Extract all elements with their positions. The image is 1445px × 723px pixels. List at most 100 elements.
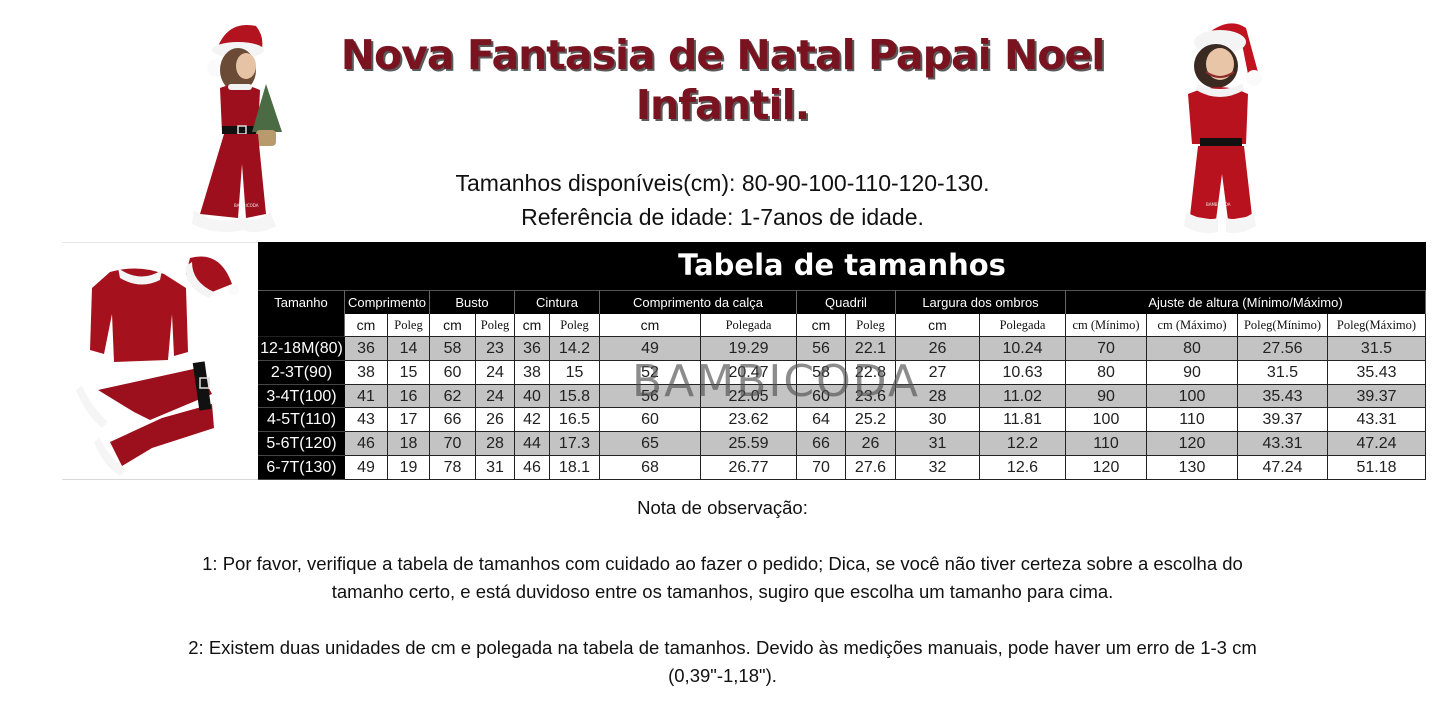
unit-header: cm [515, 314, 550, 337]
table-cell: 64 [797, 408, 846, 433]
table-cell: 12.2 [980, 432, 1066, 456]
table-cell: 22.1 [846, 337, 896, 361]
table-cell: 11.02 [980, 384, 1066, 409]
size-table-title: Tabela de tamanhos [258, 242, 1426, 290]
size-label: 6-7T(130) [258, 456, 345, 480]
unit-header: Poleg(Mínimo) [1238, 314, 1328, 337]
table-cell: 26 [846, 432, 896, 456]
table-cell: 30 [896, 408, 980, 433]
table-cell: 70 [797, 456, 846, 480]
table-cell: 10.63 [980, 360, 1066, 385]
table-cell: 27 [896, 360, 980, 385]
table-cell: 31 [476, 456, 515, 480]
table-cell: 31.5 [1238, 360, 1328, 385]
divider [62, 242, 258, 243]
table-cell: 27.6 [846, 456, 896, 480]
table-cell: 27.56 [1238, 337, 1328, 361]
unit-header: cm [797, 314, 846, 337]
table-cell: 26.77 [701, 456, 797, 480]
table-cell: 44 [515, 432, 550, 456]
title-line-2: Infantil. [635, 81, 810, 129]
table-cell: 23.6 [846, 384, 896, 409]
table-cell: 80 [1066, 360, 1147, 385]
table-cell: 66 [430, 408, 476, 433]
unit-header: cm (Mínimo) [1066, 314, 1147, 337]
table-cell: 60 [600, 408, 701, 433]
table-cell: 18.1 [550, 456, 600, 480]
table-cell: 25.2 [846, 408, 896, 433]
table-cell: 14.2 [550, 337, 600, 361]
table-cell: 31.5 [1328, 337, 1426, 361]
unit-header: Poleg [550, 314, 600, 337]
table-cell: 19.29 [701, 337, 797, 361]
table-cell: 41 [345, 384, 388, 409]
table-cell: 36 [515, 337, 550, 361]
table-cell: 130 [1147, 456, 1238, 480]
note-1: 1: Por favor, verifique a tabela de tama… [140, 550, 1305, 606]
page-title: Nova Fantasia de Natal Papai Noel Infant… [300, 30, 1145, 130]
notes-heading: Nota de observação: [637, 497, 808, 518]
product-flatlay-photo [62, 244, 258, 480]
size-label: 3-4T(100) [258, 384, 345, 409]
brand-tag: BAMBICODA [1206, 202, 1231, 207]
table-cell: 17 [388, 408, 430, 433]
unit-header [258, 314, 345, 337]
table-cell: 14 [388, 337, 430, 361]
table-cell: 90 [1147, 360, 1238, 385]
table-cell: 43.31 [1238, 432, 1328, 456]
table-cell: 70 [430, 432, 476, 456]
unit-header: Poleg [476, 314, 515, 337]
table-cell: 20.47 [701, 360, 797, 385]
note-2-line-2: (0,39"-1,18"). [668, 665, 777, 686]
unit-header: cm [430, 314, 476, 337]
table-cell: 28 [896, 384, 980, 409]
table-cell: 43.31 [1328, 408, 1426, 433]
table-cell: 52 [600, 360, 701, 385]
size-label: 2-3T(90) [258, 360, 345, 385]
table-cell: 38 [345, 360, 388, 385]
note-2: 2: Existem duas unidades de cm e polegad… [140, 634, 1305, 690]
note-1-line-1: 1: Por favor, verifique a tabela de tama… [202, 553, 1243, 574]
table-cell: 38 [515, 360, 550, 385]
table-cell: 60 [430, 360, 476, 385]
table-cell: 36 [345, 337, 388, 361]
table-cell: 58 [797, 360, 846, 385]
table-cell: 35.43 [1238, 384, 1328, 409]
table-cell: 46 [345, 432, 388, 456]
table-cell: 12.6 [980, 456, 1066, 480]
column-group-header: Comprimento da calça [600, 290, 797, 314]
column-group-header: Ajuste de altura (Mínimo/Máximo) [1066, 290, 1426, 314]
table-cell: 49 [345, 456, 388, 480]
table-cell: 47.24 [1328, 432, 1426, 456]
table-cell: 32 [896, 456, 980, 480]
right-model-photo: BAMBICODA [1176, 14, 1266, 238]
table-cell: 26 [896, 337, 980, 361]
table-cell: 22.8 [846, 360, 896, 385]
table-cell: 23.62 [701, 408, 797, 433]
girl-santa-costume-smiling-icon: BAMBICODA [1184, 23, 1262, 234]
table-cell: 56 [797, 337, 846, 361]
table-cell: 22.05 [701, 384, 797, 409]
table-cell: 70 [1066, 337, 1147, 361]
table-cell: 66 [797, 432, 846, 456]
table-cell: 80 [1147, 337, 1238, 361]
column-group-header: Largura dos ombros [896, 290, 1066, 314]
column-group-header: Cintura [515, 290, 600, 314]
table-cell: 120 [1147, 432, 1238, 456]
table-cell: 42 [515, 408, 550, 433]
table-cell: 15 [550, 360, 600, 385]
table-cell: 49 [600, 337, 701, 361]
column-group-header: Comprimento [345, 290, 430, 314]
table-cell: 90 [1066, 384, 1147, 409]
table-cell: 35.43 [1328, 360, 1426, 385]
sizes-available-text: Tamanhos disponíveis(cm): 80-90-100-110-… [455, 170, 990, 196]
table-cell: 24 [476, 360, 515, 385]
table-cell: 16.5 [550, 408, 600, 433]
costume-flatlay-icon [76, 256, 239, 476]
table-cell: 110 [1147, 408, 1238, 433]
table-cell: 58 [430, 337, 476, 361]
unit-header: Polegada [701, 314, 797, 337]
table-cell: 18 [388, 432, 430, 456]
table-cell: 25.59 [701, 432, 797, 456]
size-label: 4-5T(110) [258, 408, 345, 433]
